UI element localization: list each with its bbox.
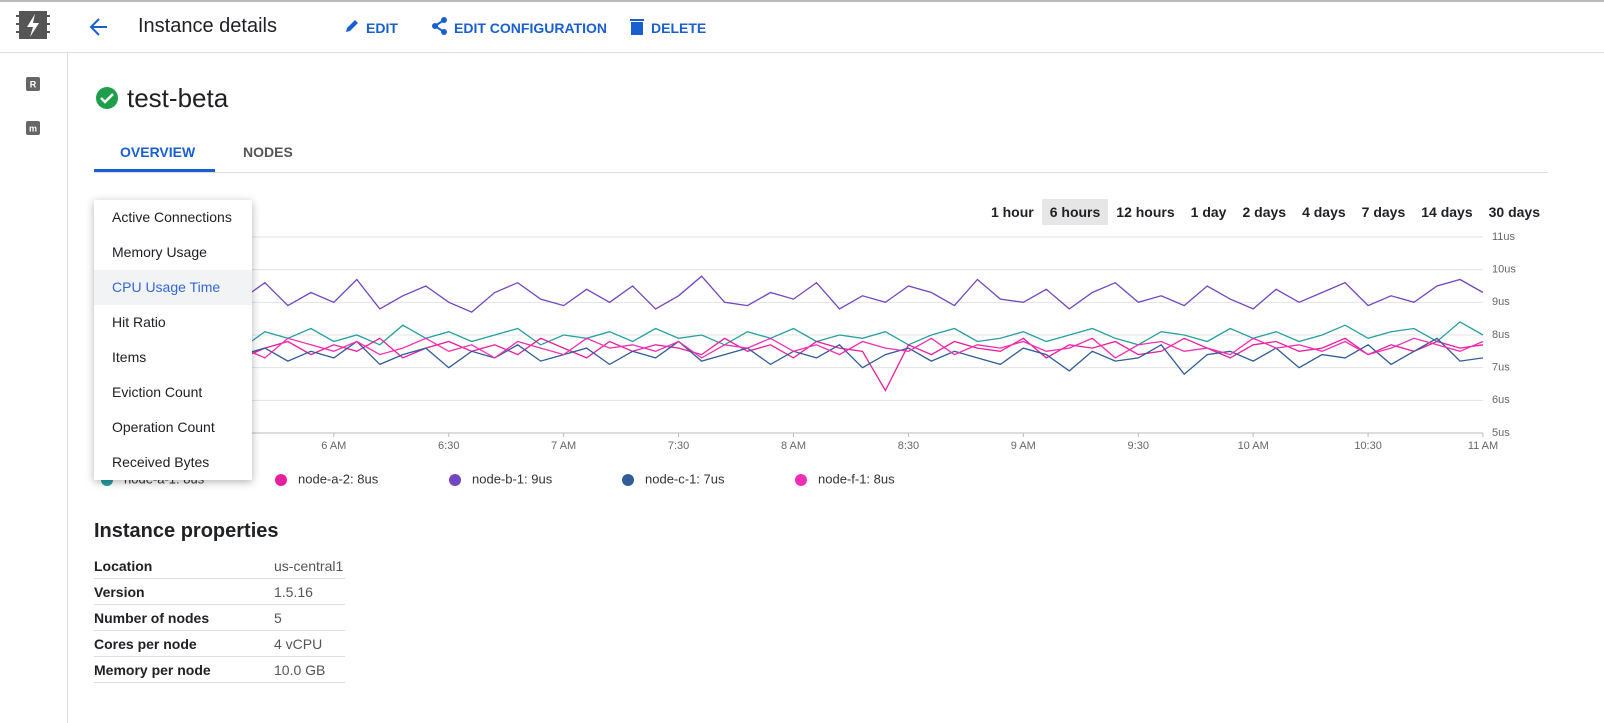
- legend-label: node-c-1: 7us: [645, 471, 725, 486]
- legend-swatch: [795, 474, 807, 486]
- menu-item[interactable]: Eviction Count: [112, 384, 203, 400]
- y-tick-label: 9us: [1492, 296, 1510, 308]
- legend-label: node-a-2: 8us: [298, 471, 379, 486]
- legend-swatch: [449, 474, 461, 486]
- property-row: Version 1.5.16: [94, 578, 345, 605]
- x-tick-label: 6:30: [438, 440, 459, 452]
- legend-label: node-b-1: 9us: [472, 471, 553, 486]
- tab-divider: [94, 172, 1548, 173]
- edit-config-button[interactable]: EDIT CONFIGURATION: [454, 20, 607, 36]
- tab[interactable]: NODES: [243, 144, 293, 160]
- page-title: Instance details: [138, 15, 277, 37]
- time-range-button[interactable]: 1 hour: [990, 204, 1034, 220]
- svg-text:R: R: [30, 79, 37, 89]
- nav-icons[interactable]: Rm: [24, 77, 42, 139]
- x-tick-label: 8 AM: [781, 440, 806, 452]
- time-range-button[interactable]: 14 days: [1421, 204, 1473, 220]
- tab-indicator: [94, 169, 215, 172]
- legend-label: node-f-1: 8us: [818, 471, 895, 486]
- properties-table: Location us-central1 Version 1.5.16 Number o…: [94, 553, 345, 683]
- delete-button[interactable]: DELETE: [651, 20, 707, 36]
- tab[interactable]: OVERVIEW: [120, 144, 196, 160]
- app-icon: [16, 11, 50, 39]
- properties-title: Instance properties: [94, 520, 279, 542]
- property-label: Memory per node: [94, 656, 274, 683]
- x-tick-label: 10:30: [1354, 440, 1382, 452]
- x-tick-label: 7:30: [668, 440, 689, 452]
- svg-text:m: m: [29, 123, 37, 133]
- back-button[interactable]: [88, 16, 110, 38]
- property-label: Number of nodes: [94, 604, 274, 631]
- y-tick-label: 10us: [1492, 264, 1516, 276]
- time-range-button[interactable]: 6 hours: [1041, 199, 1109, 225]
- property-label: Location: [94, 553, 274, 579]
- time-range-button[interactable]: 7 days: [1361, 204, 1406, 220]
- time-range-button[interactable]: 30 days: [1488, 204, 1540, 220]
- time-range-button[interactable]: 1 day: [1190, 204, 1227, 220]
- y-tick-label: 8us: [1492, 329, 1510, 341]
- time-range-button[interactable]: 12 hours: [1116, 204, 1175, 220]
- menu-item[interactable]: Active Connections: [112, 209, 232, 225]
- menu-item[interactable]: Memory Usage: [112, 244, 207, 260]
- share-icon: [432, 17, 447, 35]
- x-tick-label: 8:30: [898, 440, 919, 452]
- time-range-button[interactable]: 2 days: [1242, 204, 1287, 220]
- edit-icon: [346, 20, 358, 32]
- property-value: 4 vCPU: [274, 630, 345, 657]
- property-label: Version: [94, 578, 274, 605]
- x-tick-label: 7 AM: [551, 440, 576, 452]
- y-tick-label: 7us: [1492, 362, 1510, 374]
- menu-item[interactable]: Hit Ratio: [112, 314, 166, 330]
- y-tick-label: 6us: [1492, 394, 1510, 406]
- property-row: Memory per node 10.0 GB: [94, 656, 345, 683]
- time-range-selector: 1 hour 6 hours 12 hours 1 day 2 days 4 days 7 …: [983, 199, 1548, 225]
- series-line: [103, 337, 1484, 392]
- menu-item[interactable]: Items: [112, 349, 147, 365]
- x-tick-label: 11 AM: [1468, 440, 1498, 452]
- menu-item[interactable]: CPU Usage Time: [94, 270, 252, 305]
- delete-icon: [630, 19, 644, 35]
- series-line: [103, 275, 1484, 313]
- x-tick-label: 9 AM: [1011, 440, 1036, 452]
- legend-swatch: [622, 474, 634, 486]
- edit-button[interactable]: EDIT: [366, 20, 398, 36]
- property-row: Location us-central1: [94, 553, 345, 579]
- menu-item[interactable]: Received Bytes: [112, 454, 210, 470]
- x-tick-label: 10 AM: [1238, 440, 1269, 452]
- y-tick-label: 11us: [1492, 231, 1516, 243]
- y-tick-label: 5us: [1492, 427, 1510, 439]
- instance-name: test-beta: [127, 83, 229, 113]
- status-icon: [96, 87, 118, 109]
- top-bar: Instance details EDIT EDIT CONFIGURATION…: [0, 0, 1604, 53]
- property-value: 5: [274, 604, 345, 631]
- property-value: 10.0 GB: [274, 656, 345, 683]
- legend-swatch: [275, 474, 287, 486]
- x-tick-label: 9:30: [1128, 440, 1149, 452]
- metric-menu: Active Connections Memory Usage CPU Usage …: [94, 200, 252, 480]
- property-row: Cores per node 4 vCPU: [94, 630, 345, 657]
- time-range-button[interactable]: 4 days: [1302, 204, 1346, 220]
- property-value: 1.5.16: [274, 578, 345, 605]
- property-value: us-central1: [274, 553, 345, 579]
- property-row: Number of nodes 5: [94, 604, 345, 631]
- x-tick-label: 6 AM: [321, 440, 346, 452]
- property-label: Cores per node: [94, 630, 274, 657]
- menu-item[interactable]: Operation Count: [112, 419, 215, 435]
- series-line: [103, 337, 1484, 359]
- series-line: [103, 337, 1484, 376]
